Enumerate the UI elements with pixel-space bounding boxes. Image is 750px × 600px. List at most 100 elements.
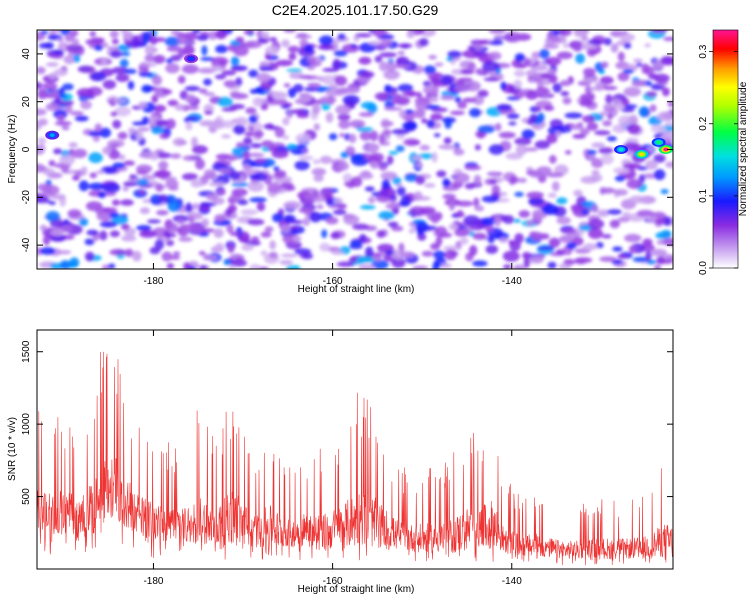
heatmap-cell (582, 243, 598, 251)
heatmap-cell (335, 203, 347, 210)
heatmap-cell (267, 182, 282, 194)
heatmap-cell (393, 64, 411, 69)
heatmap-cell (415, 175, 426, 185)
heatmap-cell (256, 72, 271, 83)
heatmap-cell (84, 238, 95, 246)
heatmap-cell (109, 211, 120, 219)
heatmap-cell (229, 91, 241, 97)
heatmap-cell (422, 80, 432, 87)
heatmap-cell (547, 261, 557, 269)
heatmap-cell (221, 134, 232, 139)
heatmap-cell (535, 86, 550, 95)
heatmap-cell (633, 58, 643, 63)
heatmap-cell (170, 54, 181, 62)
heatmap-cell (339, 133, 346, 138)
heatmap-cell (378, 210, 395, 220)
heatmap-cell (432, 212, 443, 219)
heatmap-cell (244, 131, 255, 137)
heatmap-cell (474, 144, 481, 151)
heatmap-x-tick-label: -160 (323, 276, 343, 287)
heatmap-cell (281, 39, 290, 48)
heatmap-cell (416, 196, 431, 201)
heatmap-cell (338, 119, 351, 130)
heatmap-cell (111, 66, 128, 75)
heatmap-cell (587, 218, 605, 230)
heatmap-cell (241, 243, 254, 251)
heatmap-cell (164, 231, 172, 239)
heatmap-cell (319, 35, 334, 46)
heatmap-cell (321, 102, 331, 111)
heatmap-cell (132, 121, 147, 126)
heatmap-cell (120, 223, 130, 231)
heatmap-cell (118, 154, 126, 161)
heatmap-cell (183, 262, 191, 269)
heatmap-cell (40, 30, 49, 35)
heatmap-y-tick-label: 20 (21, 96, 32, 108)
heatmap-hotspot-core (49, 133, 55, 137)
heatmap-cell (221, 107, 237, 112)
snr-y-tick-label: 500 (21, 488, 32, 505)
heatmap-cell (514, 53, 526, 62)
heatmap-cell (548, 75, 558, 84)
heatmap-cell (391, 257, 406, 269)
heatmap-cell (100, 212, 110, 222)
heatmap-cell (214, 74, 227, 80)
heatmap-cell (181, 173, 198, 181)
heatmap-cell (132, 250, 142, 262)
heatmap-cell (56, 114, 66, 122)
heatmap-cell (154, 152, 172, 159)
heatmap-cell (59, 100, 74, 106)
heatmap-cell (460, 68, 475, 75)
heatmap-cell (68, 142, 78, 148)
heatmap-cell (88, 131, 102, 137)
heatmap-cell (606, 136, 617, 142)
heatmap-cell (541, 204, 559, 215)
snr-panel: -180 -160 -140 500 1000 1500 Height of strai… (7, 329, 674, 595)
snr-y-axis-label: SNR (10 * v/v) (7, 417, 18, 481)
heatmap-cell (559, 79, 571, 86)
heatmap-cell (530, 65, 549, 71)
heatmap-cell (201, 218, 210, 228)
heatmap-cell (139, 62, 157, 67)
heatmap-cell (469, 108, 482, 118)
heatmap-cell (599, 76, 614, 85)
heatmap-cell (311, 168, 327, 176)
snr-y-tick-label: 1500 (21, 340, 32, 363)
heatmap-cell (294, 34, 312, 39)
heatmap-cell (259, 66, 274, 71)
heatmap-cell (587, 39, 603, 45)
heatmap-cell (607, 113, 614, 120)
heatmap-cell (350, 153, 366, 161)
heatmap-cell (99, 127, 111, 138)
heatmap-cell (79, 217, 89, 227)
heatmap-cell (462, 97, 477, 103)
heatmap-cell (250, 236, 260, 243)
heatmap-cell (408, 229, 416, 234)
heatmap-cell (415, 162, 423, 168)
heatmap-cell (411, 155, 422, 162)
heatmap-cell (504, 31, 522, 43)
heatmap-cell (444, 249, 457, 261)
heatmap-cell (88, 182, 105, 191)
heatmap-cell (521, 251, 532, 260)
heatmap-cell (355, 33, 372, 38)
heatmap-cell (603, 103, 618, 108)
heatmap-cell (122, 32, 132, 41)
heatmap-cell (612, 124, 627, 134)
heatmap-cell (494, 215, 501, 227)
heatmap-cell (187, 104, 200, 111)
heatmap-cell (333, 50, 348, 57)
heatmap-cell (343, 214, 360, 225)
heatmap-cell (215, 30, 227, 40)
heatmap-cell (325, 216, 339, 225)
heatmap-cell (319, 155, 333, 164)
heatmap-panel: -180 -160 -140 40 20 0 -20 -40 Height of strai… (7, 29, 674, 295)
heatmap-cell (581, 35, 589, 41)
heatmap-cell (434, 226, 448, 238)
colorbar: 0.0 0.1 0.2 0.3 Normalized spectral amplitu… (698, 29, 749, 275)
heatmap-cell (517, 177, 527, 183)
heatmap-cell (612, 246, 623, 252)
heatmap-cell (617, 72, 630, 82)
heatmap-cell (135, 225, 152, 231)
heatmap-cell (204, 110, 213, 115)
